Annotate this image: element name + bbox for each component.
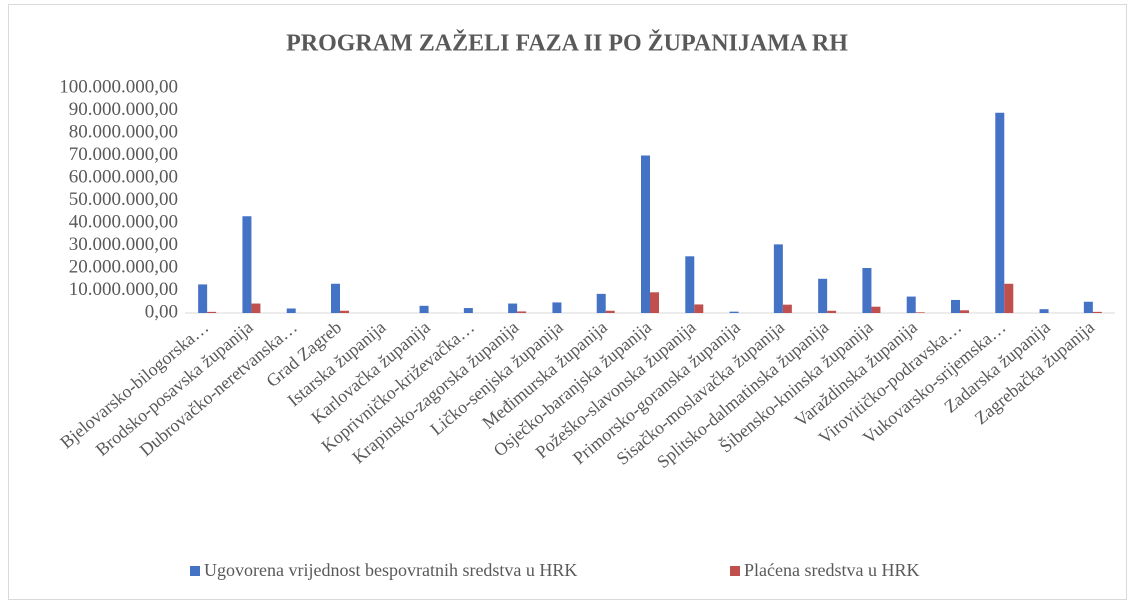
y-tick-label: 100.000.000,00 (59, 76, 178, 97)
bar (1039, 309, 1049, 313)
bar (685, 256, 695, 313)
bar (1092, 311, 1102, 313)
bar (729, 311, 739, 313)
y-tick-label: 80.000.000,00 (69, 121, 178, 142)
y-tick-label: 30.000.000,00 (69, 234, 178, 255)
bar (650, 292, 659, 313)
chart-title: PROGRAM ZAŽELI FAZA II PO ŽUPANIJAMA RH (286, 30, 848, 57)
bar (286, 308, 296, 313)
bar (1083, 301, 1093, 313)
y-tick-label: 10.000.000,00 (69, 279, 178, 300)
bar (331, 283, 340, 313)
bar (242, 216, 252, 313)
bar (951, 299, 960, 313)
bar (552, 302, 562, 313)
bar (1004, 283, 1014, 313)
bar (782, 304, 792, 313)
bar (419, 305, 429, 313)
legend-label: Ugovorena vrijednost bespovratnih sredst… (204, 560, 577, 580)
bar (960, 310, 969, 313)
bar (251, 303, 261, 313)
y-tick-label: 90.000.000,00 (69, 99, 178, 120)
bar (198, 284, 208, 313)
y-tick-label: 60.000.000,00 (69, 166, 178, 187)
y-tick-label: 70.000.000,00 (69, 144, 178, 165)
y-tick-label: 20.000.000,00 (69, 256, 178, 277)
bar (508, 303, 518, 313)
y-tick-label: 50.000.000,00 (69, 189, 178, 210)
legend-swatch (190, 566, 200, 576)
bar (995, 112, 1005, 313)
bar (463, 308, 473, 313)
chart-border (8, 4, 1127, 600)
legend-label: Plaćena sredstva u HRK (744, 560, 919, 580)
bar (871, 306, 881, 313)
y-tick-label: 40.000.000,00 (69, 211, 178, 232)
bar (862, 268, 872, 313)
bar (605, 310, 615, 313)
bar (818, 278, 828, 313)
y-tick-label: 0,00 (145, 301, 178, 322)
bar (641, 155, 650, 313)
bar (517, 311, 527, 313)
bar (906, 296, 916, 313)
bar (340, 310, 349, 313)
bar (596, 293, 606, 313)
bar (915, 312, 925, 313)
bar (773, 244, 783, 313)
legend-swatch (730, 566, 740, 576)
bar (827, 310, 837, 313)
bar (694, 304, 704, 313)
bar (207, 311, 217, 313)
